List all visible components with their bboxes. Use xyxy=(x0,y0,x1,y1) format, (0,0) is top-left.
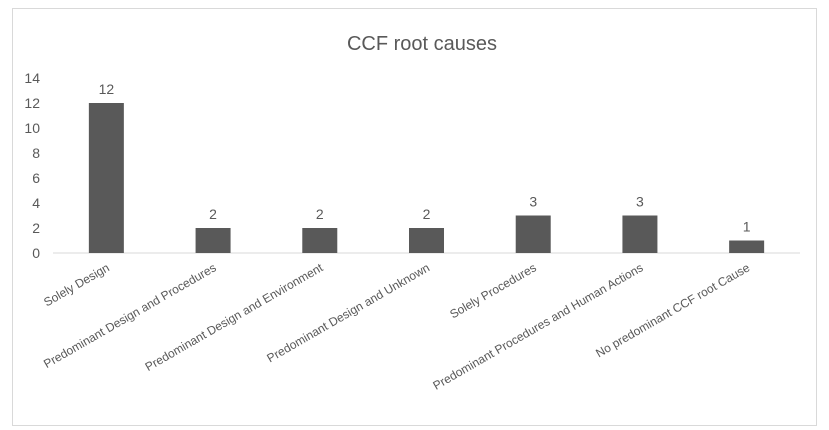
data-label: 1 xyxy=(743,219,751,235)
bar xyxy=(195,228,231,253)
data-label: 2 xyxy=(316,206,324,222)
data-label: 2 xyxy=(423,206,431,222)
y-tick-label: 14 xyxy=(24,70,40,86)
x-category-label: Predominant Design and Environment xyxy=(143,260,326,374)
bar xyxy=(729,240,765,253)
x-category-label: Predominant Procedures and Human Actions xyxy=(430,260,645,392)
x-category-label: Solely Design xyxy=(41,260,112,309)
bar xyxy=(88,103,124,253)
data-label: 3 xyxy=(636,194,644,210)
x-category-label: Solely Procedures xyxy=(447,260,538,321)
y-tick-label: 4 xyxy=(32,195,40,211)
data-label: 3 xyxy=(529,194,537,210)
y-tick-label: 8 xyxy=(32,145,40,161)
data-labels: 12 2 2 2 3 3 1 xyxy=(99,81,751,235)
y-tick-label: 2 xyxy=(32,220,40,236)
y-tick-label: 6 xyxy=(32,170,40,186)
chart-frame xyxy=(12,8,817,426)
y-tick-label: 0 xyxy=(32,245,40,261)
y-tick-label: 10 xyxy=(24,120,40,136)
bar xyxy=(622,215,658,253)
bar xyxy=(409,228,444,253)
data-label: 2 xyxy=(209,206,217,222)
bar xyxy=(302,228,338,253)
bars xyxy=(88,103,765,253)
bar xyxy=(515,215,551,253)
x-category-label: Predominant Design and Procedures xyxy=(41,260,218,371)
y-axis-tick-labels: 0 2 4 6 8 10 12 14 xyxy=(24,70,40,261)
data-label: 12 xyxy=(99,81,115,97)
chart-title: CCF root causes xyxy=(347,33,497,55)
y-tick-label: 12 xyxy=(24,95,40,111)
